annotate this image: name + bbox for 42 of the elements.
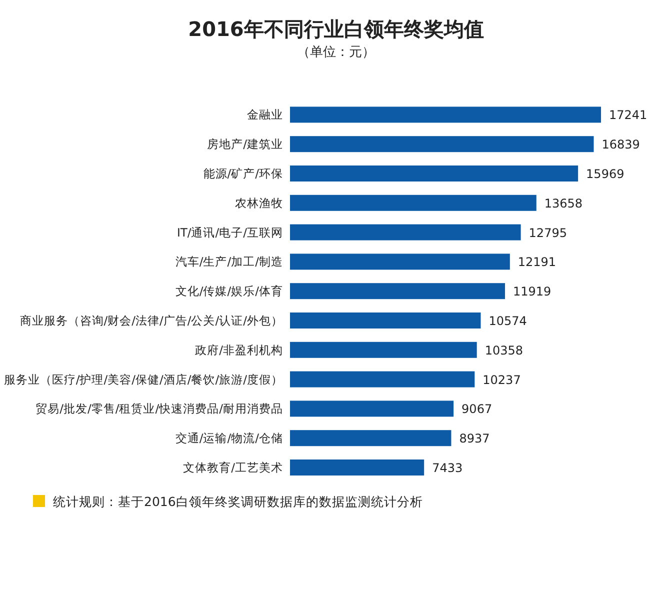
y-tick-label: 能源/矿产/环保 (203, 166, 283, 180)
bar (290, 430, 452, 446)
bar (290, 312, 481, 328)
y-tick-label: 文体教育/工艺美术 (183, 460, 283, 474)
y-tick-label: 文化/传媒/娱乐/体育 (175, 284, 283, 298)
data-label: 8937 (459, 432, 490, 446)
y-tick-label: 政府/非盈利机构 (195, 342, 283, 357)
bar (290, 106, 601, 123)
data-label: 15969 (586, 167, 624, 181)
data-label: 12795 (528, 226, 567, 240)
y-tick-label: IT/通讯/电子/互联网 (176, 225, 283, 240)
bar (290, 166, 578, 182)
text: 统计规则：基于2016白领年终奖调研数据库的数据监测统计分析 (53, 494, 423, 509)
bar (290, 254, 510, 270)
y-tick-label: 汽车/生产/加工/制造 (175, 254, 283, 269)
data-label: 7433 (432, 461, 463, 475)
y-tick-label: 金融业 (247, 108, 283, 122)
data-label: 12191 (518, 255, 556, 270)
data-label: 9067 (462, 402, 492, 416)
y-tick-label: 服务业（医疗/护理/美容/保健/酒店/餐饮/旅游/度假） (4, 372, 283, 386)
data-label: 11919 (513, 284, 552, 299)
bar (290, 400, 454, 417)
y-tick-label: 贸易/批发/零售/租赁业/快速消费品/耐用消费品 (36, 402, 283, 416)
chart-subtitle: （单位：元） (297, 45, 375, 60)
bar (290, 460, 424, 476)
bar (290, 342, 477, 358)
data-label: 16839 (602, 138, 640, 152)
data-label: 10358 (484, 343, 524, 358)
bar (290, 283, 505, 300)
bar (290, 136, 594, 152)
bar (290, 194, 536, 211)
data-label: 17241 (609, 108, 648, 122)
chart-title: 2016年不同行业白领年终奖均值 (188, 17, 484, 41)
y-tick-label: 商业服务（咨询/财会/法律/广告/公关/认证/外包） (20, 314, 283, 328)
y-tick-label: 交通/运输/物流/仓储 (175, 431, 283, 446)
bar (290, 371, 475, 388)
bar (290, 224, 521, 240)
y-tick-label: 农林渔牧 (235, 196, 283, 210)
data-label: 10237 (482, 372, 521, 387)
y-tick-label: 房地产/建筑业 (207, 137, 283, 152)
data-label: 13658 (544, 196, 583, 210)
data-label: 10574 (488, 314, 527, 328)
